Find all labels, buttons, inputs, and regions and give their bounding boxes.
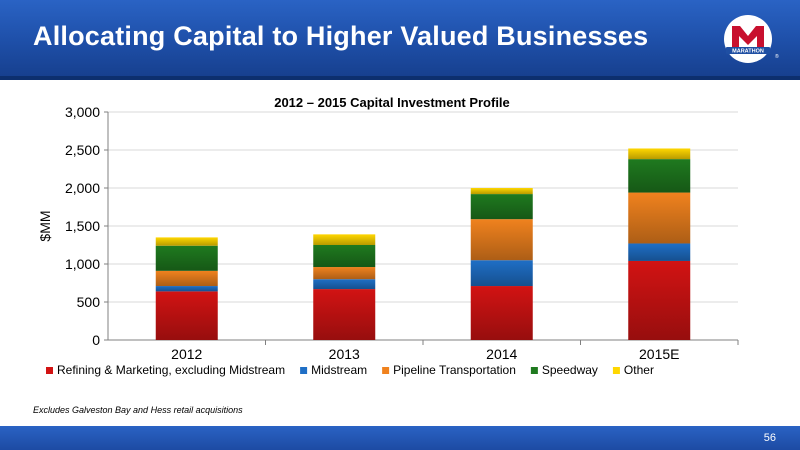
y-tick-label: 0 xyxy=(92,332,100,348)
y-tick-label: 1,000 xyxy=(65,256,100,272)
bar-2015E-speedway xyxy=(628,159,691,193)
x-tick-label: 2013 xyxy=(329,346,360,362)
y-tick-label: 2,000 xyxy=(65,180,100,196)
legend-label: Midstream xyxy=(311,363,367,377)
legend-label: Speedway xyxy=(542,363,598,377)
legend-swatch xyxy=(382,367,390,374)
x-tick-label: 2012 xyxy=(171,346,202,362)
legend-label: Refining & Marketing, excluding Midstrea… xyxy=(57,363,285,377)
y-axis-label: $MM xyxy=(37,210,53,241)
footer-bar: 56 xyxy=(0,426,800,450)
bar-2013-midstream xyxy=(313,279,376,290)
bar-2012-speedway xyxy=(155,245,218,271)
y-tick-label: 1,500 xyxy=(65,218,100,234)
bar-2014-speedway xyxy=(470,194,533,220)
bar-2013-pipeline-transportation xyxy=(313,267,376,280)
bar-2013-speedway xyxy=(313,245,376,268)
page-number: 56 xyxy=(763,432,776,444)
legend-label: Pipeline Transportation xyxy=(393,363,516,377)
bar-2012-other xyxy=(155,237,218,246)
bar-2012-midstream xyxy=(155,286,218,292)
bar-2014-other xyxy=(470,188,533,195)
bar-2015E-refining-marketing-excluding-midstream xyxy=(628,260,691,340)
x-tick-label: 2015E xyxy=(639,346,679,362)
slide-title: Allocating Capital to Higher Valued Busi… xyxy=(33,21,649,51)
footnote: Excludes Galveston Bay and Hess retail a… xyxy=(33,405,243,415)
bar-2015E-pipeline-transportation xyxy=(628,192,691,244)
bar-2014-midstream xyxy=(470,260,533,287)
legend-swatch xyxy=(530,367,538,374)
legend-swatch xyxy=(300,367,308,374)
legend-label: Other xyxy=(624,363,654,377)
bar-2012-refining-marketing-excluding-midstream xyxy=(155,291,218,340)
bar-2015E-other xyxy=(628,148,691,160)
bar-2012-pipeline-transportation xyxy=(155,270,218,287)
y-tick-label: 2,500 xyxy=(65,142,100,158)
legend-swatch xyxy=(612,367,620,374)
chart-title: 2012 – 2015 Capital Investment Profile xyxy=(274,95,510,110)
legend-swatch xyxy=(46,367,53,374)
y-tick-label: 500 xyxy=(77,294,101,310)
marathon-logo: MARATHON ® xyxy=(724,15,779,63)
x-tick-label: 2014 xyxy=(486,346,517,362)
bar-2014-pipeline-transportation xyxy=(470,219,533,261)
title-bar-stripe xyxy=(0,76,800,80)
svg-text:®: ® xyxy=(775,53,779,60)
y-tick-label: 3,000 xyxy=(65,104,100,120)
title-bar xyxy=(0,0,800,76)
capital-investment-chart: 2012 – 2015 Capital Investment Profile 0 5… xyxy=(37,95,739,377)
bar-2015E-midstream xyxy=(628,243,691,261)
bar-2014-refining-marketing-excluding-midstream xyxy=(470,286,533,340)
bar-2013-refining-marketing-excluding-midstream xyxy=(313,289,376,340)
bar-2013-other xyxy=(313,234,376,245)
svg-text:MARATHON: MARATHON xyxy=(732,49,764,55)
